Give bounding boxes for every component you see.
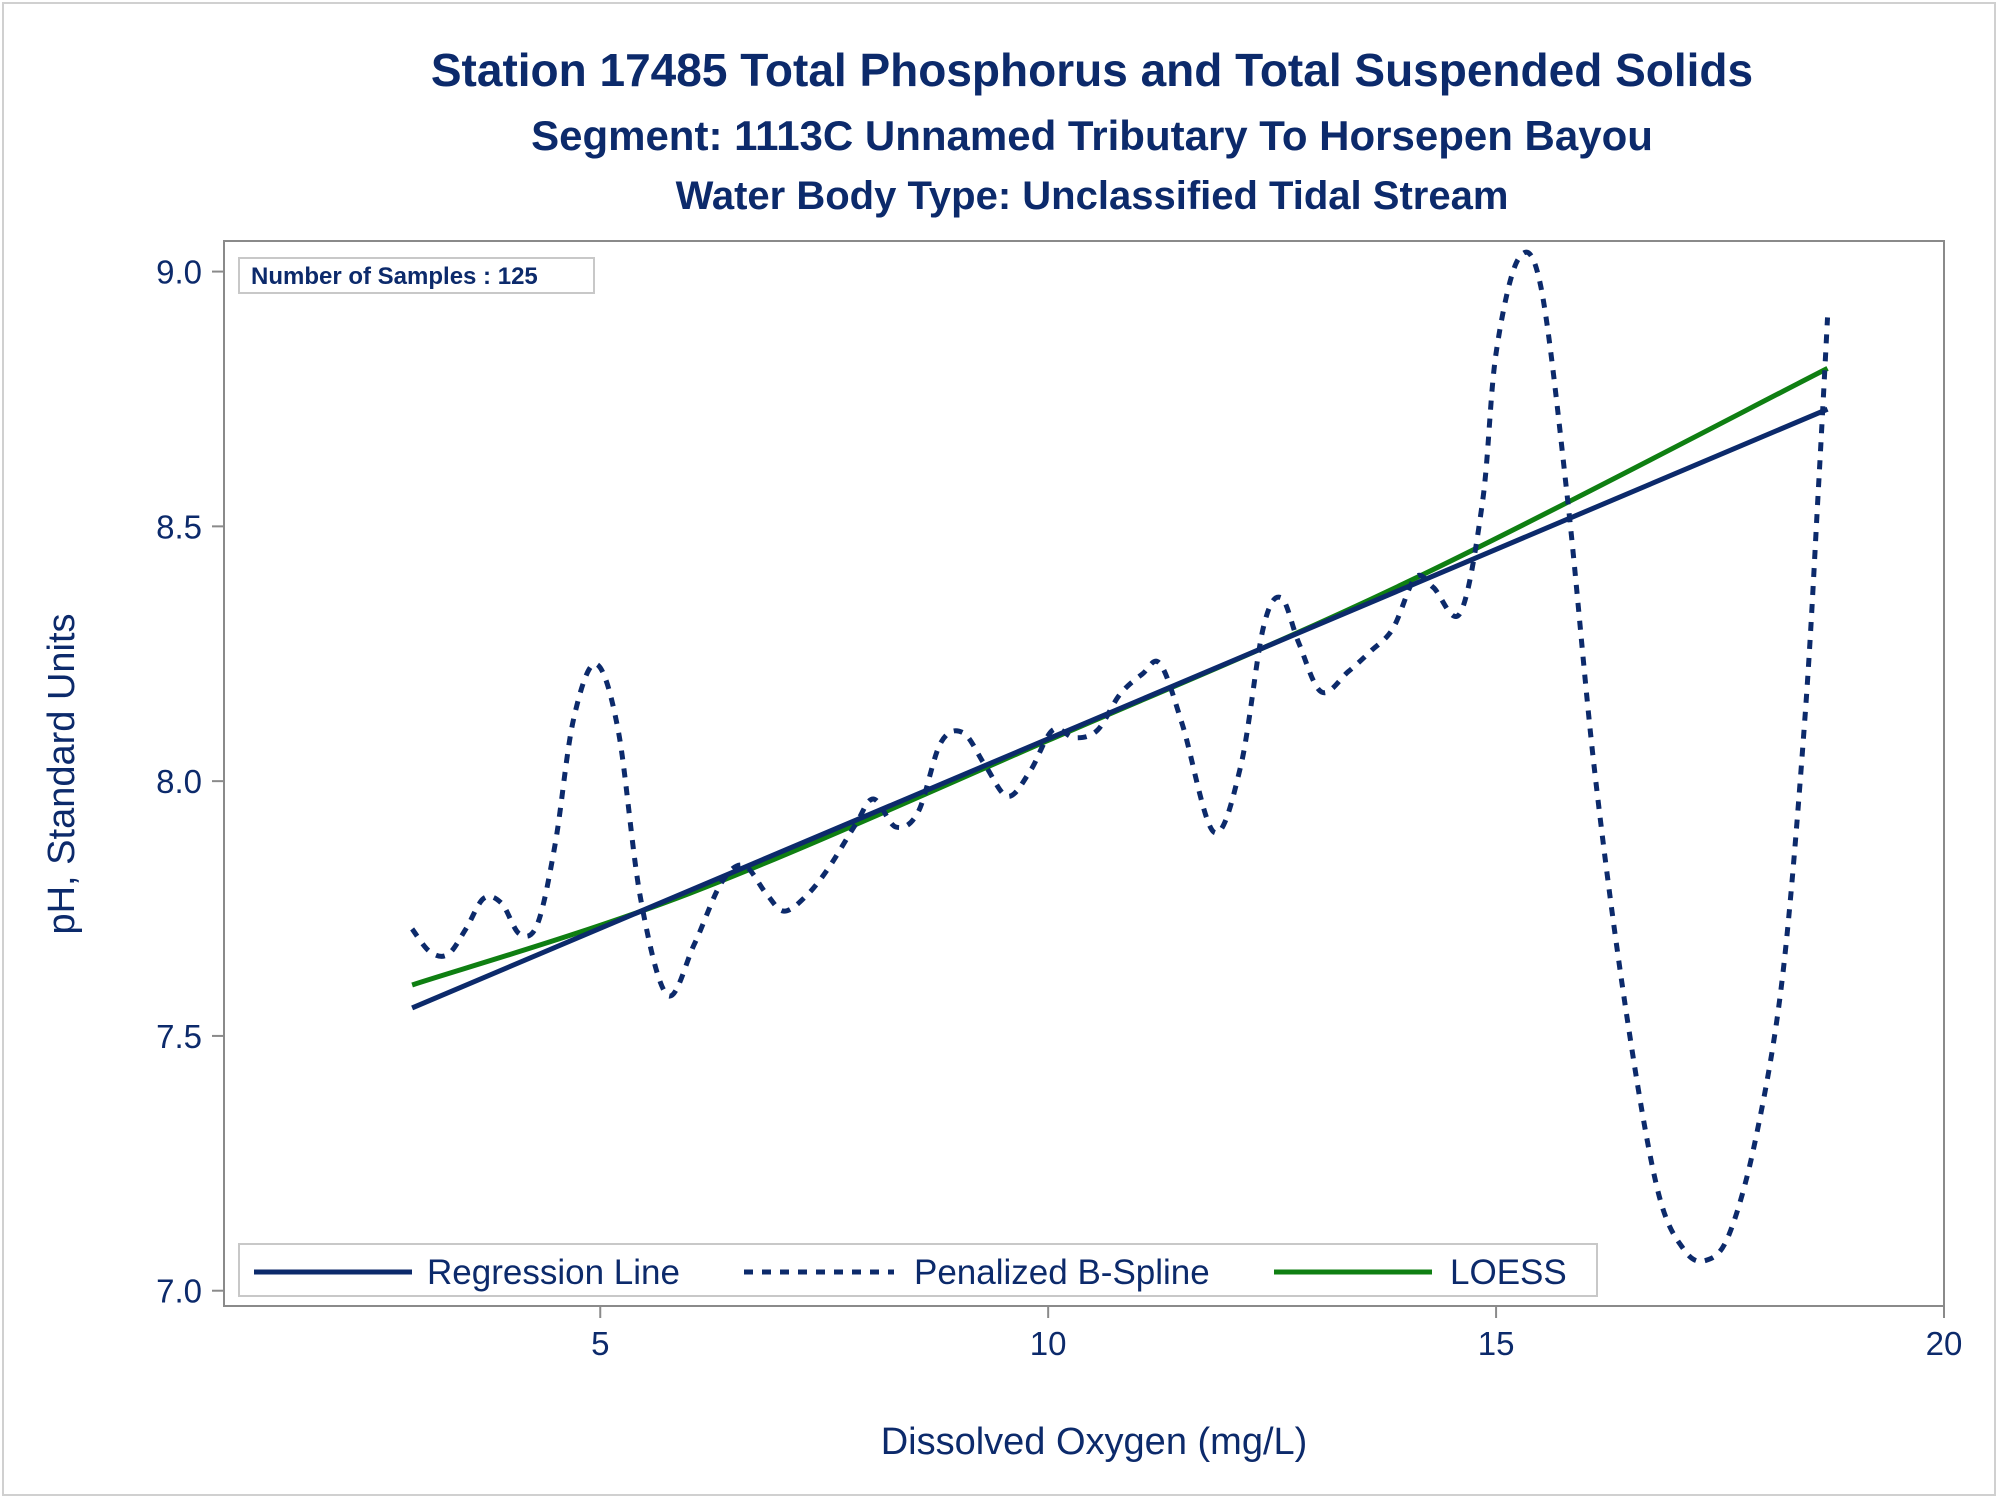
sample-count-label: Number of Samples : 125	[251, 263, 538, 290]
chart-subtitle-2: Water Body Type: Unclassified Tidal Stre…	[676, 174, 1509, 218]
x-tick-label: 5	[591, 1325, 609, 1362]
y-tick-label: 9.0	[156, 254, 202, 291]
x-axis: 5 10 15 20	[591, 1306, 1962, 1362]
y-tick-label: 7.0	[156, 1273, 202, 1310]
chart-subtitle: Segment: 1113C Unnamed Tributary To Hors…	[531, 112, 1653, 159]
penalized-b-spline-line	[410, 249, 1831, 1264]
legend-label: Regression Line	[427, 1253, 680, 1292]
y-tick-label: 8.5	[156, 508, 202, 545]
legend-label: LOESS	[1450, 1253, 1567, 1292]
x-tick-label: 20	[1926, 1325, 1963, 1362]
sample-count-box: Number of Samples : 125	[238, 257, 595, 294]
regression-line	[411, 406, 1829, 1011]
chart-title: Station 17485 Total Phosphorus and Total…	[431, 44, 1753, 96]
y-axis-label: pH, Standard Units	[41, 613, 83, 934]
legend: Regression Line Penalized B-Spline LOESS	[238, 1243, 1598, 1297]
x-tick-label: 15	[1478, 1325, 1515, 1362]
x-axis-label: Dissolved Oxygen (mg/L)	[881, 1421, 1308, 1463]
plot-area	[223, 240, 1945, 1307]
y-tick-label: 8.0	[156, 763, 202, 800]
legend-label: Penalized B-Spline	[914, 1253, 1210, 1292]
sample-count-border	[238, 257, 595, 294]
series-layer	[410, 249, 1831, 1264]
chart-canvas: Station 17485 Total Phosphorus and Total…	[41, 44, 1962, 1463]
loess-line	[411, 366, 1829, 988]
y-tick-label: 7.5	[156, 1018, 202, 1055]
x-tick-label: 10	[1030, 1325, 1067, 1362]
y-axis: 7.0 7.5 8.0 8.5 9.0	[156, 254, 224, 1310]
